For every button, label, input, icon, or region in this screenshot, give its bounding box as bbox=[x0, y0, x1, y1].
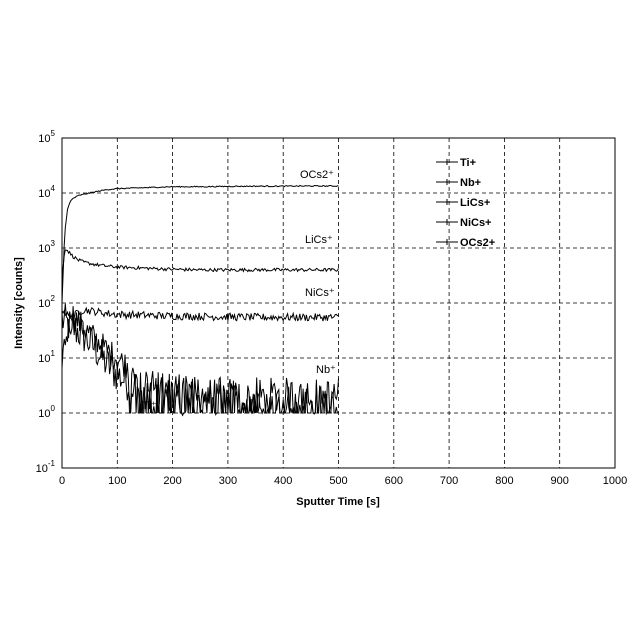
y-tick-label: 100 bbox=[38, 404, 55, 420]
x-tick-label: 200 bbox=[163, 475, 181, 487]
y-tick-label: 10-1 bbox=[36, 459, 56, 475]
tick-labels: 0 100 200 300 400 500 600 700 800 900 1000 10-1 100 1… bbox=[36, 129, 628, 487]
legend-label: OCs2+ bbox=[460, 237, 495, 249]
x-tick-label: 100 bbox=[108, 475, 126, 487]
x-axis-title: Sputter Time [s] bbox=[296, 496, 380, 508]
x-tick-label: 1000 bbox=[603, 475, 627, 487]
series-annotation: OCs2⁺ bbox=[300, 169, 334, 181]
series-line-nb-plus bbox=[62, 306, 339, 413]
y-axis-title: Intensity [counts] bbox=[13, 257, 25, 349]
x-tick-label: 700 bbox=[440, 475, 458, 487]
legend: Ti+ Nb+ LiCs+ NiCs+ OCs2+ bbox=[436, 157, 495, 249]
legend-label: Nb+ bbox=[460, 177, 481, 189]
series-annotation: Nb⁺ bbox=[316, 364, 336, 376]
legend-label: LiCs+ bbox=[460, 197, 490, 209]
series-annotation: NiCs⁺ bbox=[305, 287, 335, 299]
x-tick-label: 900 bbox=[551, 475, 569, 487]
y-tick-label: 105 bbox=[38, 129, 55, 145]
x-tick-label: 0 bbox=[59, 475, 65, 487]
series-annotation: Ti⁺ bbox=[142, 400, 157, 412]
y-tick-label: 101 bbox=[38, 349, 55, 365]
x-tick-label: 800 bbox=[495, 475, 513, 487]
x-tick-label: 500 bbox=[329, 475, 347, 487]
y-tick-label: 103 bbox=[38, 239, 55, 255]
x-tick-label: 400 bbox=[274, 475, 292, 487]
series-line-lics-plus bbox=[62, 250, 339, 281]
series-layer bbox=[62, 186, 339, 416]
series-annotation: LiCs⁺ bbox=[305, 234, 333, 246]
series-line-ocs2-plus bbox=[62, 186, 339, 304]
series-line-nics-plus bbox=[62, 308, 339, 321]
y-tick-label: 104 bbox=[38, 184, 55, 200]
series-annotations: Ti⁺ Nb⁺ LiCs⁺ NiCs⁺ OCs2⁺ bbox=[142, 169, 336, 412]
y-tick-label: 102 bbox=[38, 294, 55, 310]
series-line-ti-plus bbox=[62, 304, 339, 416]
legend-label: Ti+ bbox=[460, 157, 476, 169]
x-tick-label: 300 bbox=[219, 475, 237, 487]
x-tick-label: 600 bbox=[385, 475, 403, 487]
legend-label: NiCs+ bbox=[460, 217, 492, 229]
